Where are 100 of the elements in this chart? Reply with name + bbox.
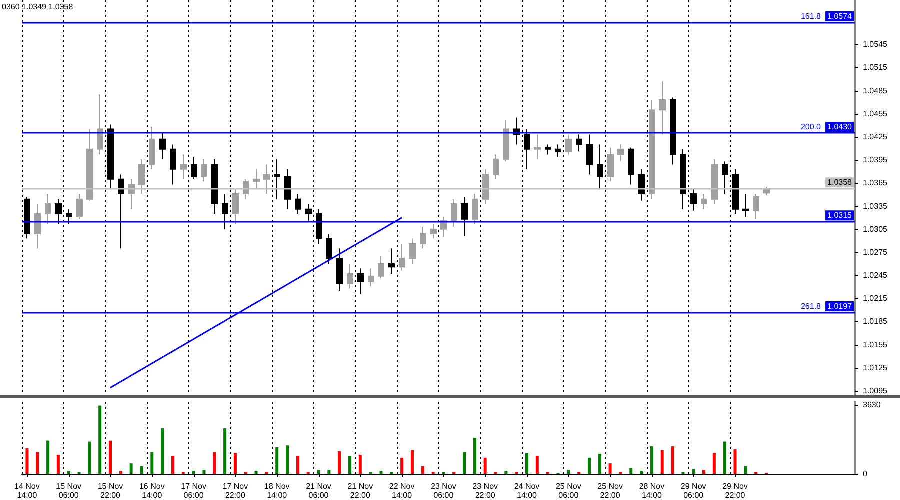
candlestick	[461, 196, 468, 237]
bar	[567, 470, 570, 474]
bar	[56, 455, 60, 474]
candlestick	[347, 264, 353, 290]
bar	[234, 453, 237, 474]
candlestick	[638, 168, 645, 202]
bar	[36, 452, 40, 474]
ref-line-label: 1.0197	[828, 302, 853, 311]
bar	[254, 471, 258, 474]
bar	[276, 447, 279, 474]
y-tick-label: 1.0125	[863, 363, 888, 372]
candlestick	[368, 268, 374, 287]
bar	[192, 471, 196, 474]
candlestick	[159, 132, 166, 160]
bar	[286, 446, 290, 474]
candlestick	[316, 208, 322, 244]
bar	[598, 454, 602, 474]
annotation: 0360 1.0349 1.0358	[2, 2, 74, 12]
candlestick	[701, 193, 707, 210]
x-tick-label: 25 Nov 22:00	[598, 482, 623, 500]
candlestick	[253, 168, 260, 190]
bar	[130, 464, 133, 474]
bar	[109, 440, 112, 474]
y-tick-label: 1.0275	[863, 248, 888, 257]
candlestick	[659, 81, 666, 136]
x-tick-label: 16 Nov 14:00	[139, 482, 165, 500]
bar	[317, 470, 320, 474]
bar	[526, 453, 529, 474]
candlestick	[670, 97, 676, 166]
candlestick	[711, 158, 718, 204]
candlestick	[680, 148, 686, 210]
y-tick-label: 1.0155	[863, 340, 888, 350]
candlestick	[482, 168, 489, 204]
bar	[588, 458, 591, 474]
x-tick-label: 25 Nov 06:00	[556, 482, 582, 500]
bar	[380, 471, 383, 474]
candlestick	[545, 144, 551, 156]
annotation: 261.8	[800, 302, 822, 311]
x-tick-label: 14 Nov 14:00	[14, 482, 40, 500]
candlestick	[222, 193, 228, 230]
bar	[723, 442, 726, 474]
candlestick	[211, 158, 218, 214]
x-tick-label: 15 Nov 06:00	[56, 482, 82, 500]
y-tick-label: 1.0455	[863, 109, 888, 118]
candlestick	[295, 193, 301, 214]
bar	[358, 455, 362, 474]
ref-line-label: 1.0315	[828, 211, 853, 220]
y-tick-label: 1.0215	[863, 294, 888, 304]
candlestick	[607, 147, 614, 182]
bar	[296, 456, 300, 474]
bar	[671, 446, 674, 474]
bar	[140, 466, 144, 474]
bar	[98, 406, 102, 474]
x-tick-label: 23 Nov 06:00	[431, 482, 456, 500]
candlestick	[232, 188, 239, 224]
candlestick	[451, 198, 457, 228]
ref-line-label: 1.0430	[828, 122, 853, 132]
bar	[348, 456, 352, 474]
candlestick	[576, 134, 582, 152]
candlestick	[628, 147, 634, 186]
x-tick-label: 28 Nov 14:00	[639, 482, 665, 500]
bar	[504, 471, 508, 474]
x-tick-label: 22 Nov 14:00	[389, 482, 415, 500]
bar	[213, 452, 216, 474]
y-tick-label: 1.0425	[863, 132, 888, 142]
bar	[421, 466, 424, 474]
x-tick-label: 18 Nov 14:00	[264, 482, 290, 500]
candlestick	[430, 223, 437, 240]
bar	[171, 456, 174, 474]
candlestick	[97, 94, 103, 156]
bar	[536, 456, 539, 474]
y-tick-label: 1.0095	[863, 386, 888, 396]
candlestick	[66, 208, 72, 224]
candlestick	[753, 193, 759, 220]
candlestick	[284, 168, 291, 210]
candlestick	[86, 128, 93, 202]
annotation: 161.8	[800, 12, 822, 21]
candlestick	[472, 193, 478, 224]
candlestick	[180, 154, 187, 180]
y-tick-label: 1.0395	[863, 156, 888, 165]
x-tick-label: 29 Nov 22:00	[722, 482, 748, 500]
x-tick-label: 29 Nov 06:00	[680, 482, 706, 500]
candlestick	[493, 154, 499, 180]
bar	[410, 450, 414, 474]
candlestick	[722, 161, 728, 194]
candlestick	[149, 126, 155, 170]
y-tick-label: 0	[863, 470, 868, 478]
candlestick	[326, 233, 332, 264]
y-tick-label: 1.0365	[863, 178, 888, 188]
bar	[744, 466, 748, 474]
candlestick	[420, 226, 426, 250]
bar	[692, 469, 696, 474]
candlestick	[565, 134, 572, 156]
candlestick	[170, 144, 176, 186]
candlestick	[201, 158, 207, 182]
y-tick-label: 3630	[863, 400, 882, 410]
ref-line-label: 1.0574	[828, 12, 853, 21]
bar	[473, 438, 476, 474]
bar	[202, 470, 206, 474]
candlestick	[45, 193, 51, 224]
